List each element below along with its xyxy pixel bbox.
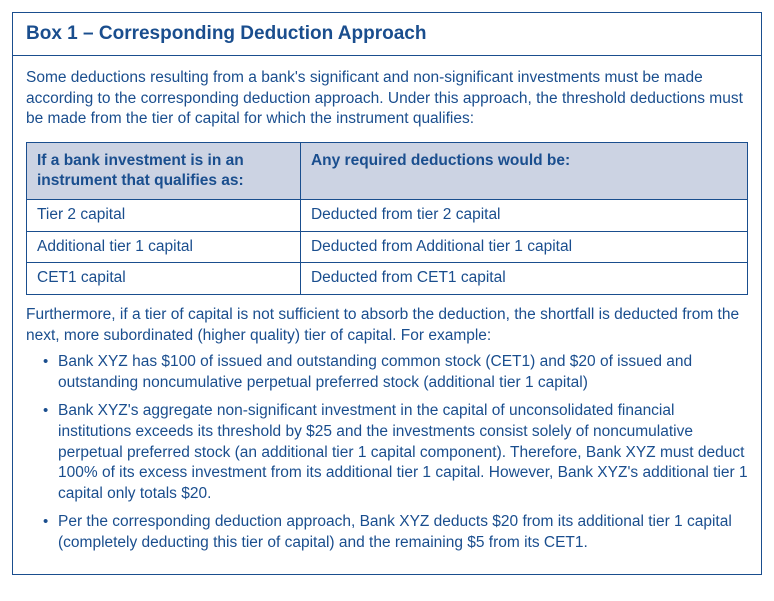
box-title: Box 1 – Corresponding Deduction Approach — [26, 23, 426, 44]
table-cell-left: Tier 2 capital — [27, 200, 301, 232]
box-title-wrap: Box 1 – Corresponding Deduction Approach — [13, 13, 761, 56]
table-row: Additional tier 1 capital Deducted from … — [27, 231, 748, 263]
table-header-right: Any required deductions would be: — [300, 142, 747, 199]
table-header-left: If a bank investment is in an instrument… — [27, 142, 301, 199]
box-container: Box 1 – Corresponding Deduction Approach… — [12, 12, 762, 575]
table-cell-right: Deducted from CET1 capital — [300, 263, 747, 295]
intro-paragraph: Some deductions resulting from a bank's … — [26, 68, 748, 130]
list-item: Per the corresponding deduction approach… — [26, 512, 748, 553]
box-body: Some deductions resulting from a bank's … — [13, 56, 761, 574]
deduction-table: If a bank investment is in an instrument… — [26, 142, 748, 295]
list-item: Bank XYZ's aggregate non-significant inv… — [26, 401, 748, 504]
bullet-list: Bank XYZ has $100 of issued and outstand… — [26, 352, 748, 553]
table-row: CET1 capital Deducted from CET1 capital — [27, 263, 748, 295]
table-cell-left: CET1 capital — [27, 263, 301, 295]
table-header-row: If a bank investment is in an instrument… — [27, 142, 748, 199]
paragraph-2: Furthermore, if a tier of capital is not… — [26, 305, 748, 346]
list-item: Bank XYZ has $100 of issued and outstand… — [26, 352, 748, 393]
table-cell-right: Deducted from Additional tier 1 capital — [300, 231, 747, 263]
table-row: Tier 2 capital Deducted from tier 2 capi… — [27, 200, 748, 232]
table-cell-left: Additional tier 1 capital — [27, 231, 301, 263]
table-cell-right: Deducted from tier 2 capital — [300, 200, 747, 232]
